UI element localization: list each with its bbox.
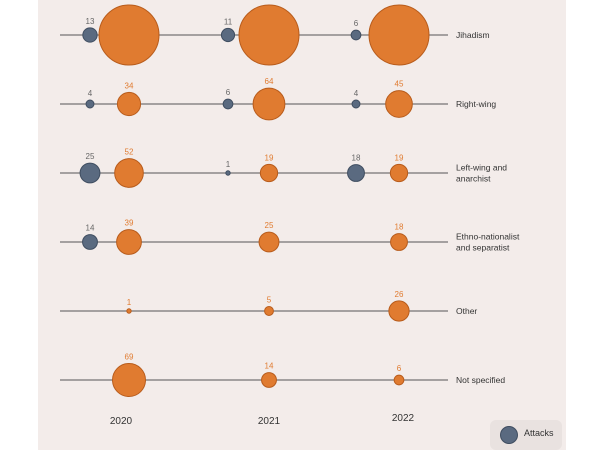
arrest-bubble [264, 306, 274, 316]
arrest-bubble [393, 374, 405, 386]
attack-value-label: 4 [354, 89, 359, 98]
chart-panel: Jihadism 13 11 6 Right-wing 34 4 64 6 45 4 Left-win… [38, 0, 566, 450]
year-label: 2022 [392, 413, 415, 424]
attack-bubble [79, 162, 101, 184]
attack-value-label: 4 [88, 89, 93, 98]
arrest-value-label: 52 [125, 148, 134, 157]
arrest-bubble [114, 158, 144, 188]
attack-value-label: 25 [86, 152, 95, 161]
arrest-value-label: 34 [125, 81, 134, 90]
attack-bubble [82, 27, 98, 43]
arrest-bubble [390, 233, 408, 251]
attack-value-label: 6 [354, 19, 359, 28]
attack-value-label: 13 [86, 17, 95, 26]
attack-value-label: 11 [224, 17, 233, 26]
arrest-value-label: 25 [265, 221, 274, 230]
arrest-value-label: 45 [395, 80, 404, 89]
attack-value-label: 18 [352, 154, 361, 163]
category-label: and separatist [456, 243, 510, 253]
category-label: Right-wing [456, 99, 496, 109]
category-label: Other [456, 306, 477, 316]
arrest-bubble [385, 90, 413, 118]
attack-bubble [222, 98, 234, 110]
attack-bubble [351, 99, 361, 109]
category-label: Jihadism [456, 30, 490, 40]
category-label: anarchist [456, 174, 491, 184]
attack-bubble [82, 234, 98, 250]
large-bubble [238, 4, 300, 66]
category-label: Not specified [456, 375, 505, 385]
arrest-value-label: 18 [395, 223, 404, 232]
legend: Attacks [490, 420, 562, 450]
arrest-value-label: 1 [127, 298, 132, 307]
arrest-value-label: 69 [125, 353, 134, 362]
large-bubble [368, 4, 430, 66]
year-label: 2020 [110, 416, 133, 427]
arrest-value-label: 19 [265, 153, 274, 162]
arrest-value-label: 39 [125, 219, 134, 228]
year-label: 2021 [258, 416, 281, 427]
arrest-bubble [126, 308, 132, 314]
arrest-value-label: 64 [265, 77, 274, 86]
category-label: Left-wing and [456, 163, 507, 173]
arrest-bubble [116, 229, 142, 255]
attack-bubble [350, 29, 362, 41]
arrest-value-label: 26 [395, 290, 404, 299]
category-label: Ethno-nationalist [456, 232, 520, 242]
legend-attacks-label: Attacks [524, 428, 554, 438]
legend-attacks-swatch [500, 426, 518, 444]
arrest-bubble [116, 91, 142, 117]
arrest-bubble [259, 163, 279, 183]
arrest-value-label: 14 [265, 362, 274, 371]
attack-value-label: 1 [226, 160, 231, 169]
arrest-value-label: 5 [267, 296, 272, 305]
attack-value-label: 6 [226, 88, 231, 97]
arrest-bubble [258, 231, 280, 253]
arrest-value-label: 6 [397, 364, 402, 373]
attack-bubble [85, 99, 95, 109]
arrest-value-label: 19 [395, 153, 404, 162]
arrest-bubble [112, 363, 146, 397]
attack-bubble [225, 170, 231, 176]
arrest-bubble [389, 163, 409, 183]
attack-bubble [220, 27, 236, 43]
attack-bubble [347, 164, 365, 182]
attack-value-label: 14 [86, 224, 95, 233]
arrest-bubble [388, 300, 410, 322]
large-bubble [98, 4, 160, 66]
arrest-bubble [261, 372, 277, 388]
arrest-bubble [252, 87, 286, 121]
